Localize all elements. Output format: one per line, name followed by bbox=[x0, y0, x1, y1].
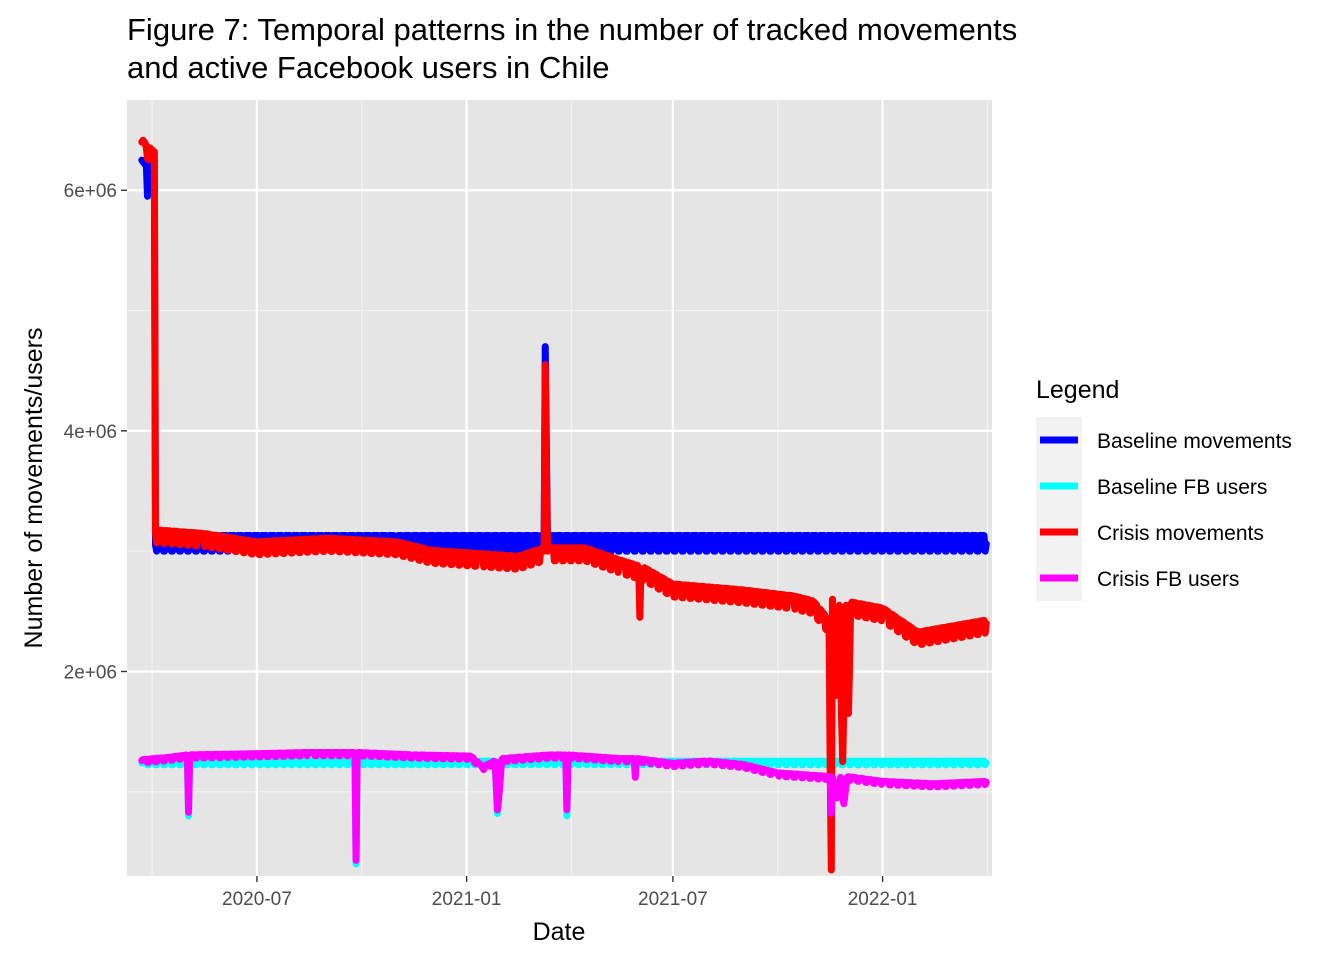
legend-label: Baseline movements bbox=[1097, 430, 1292, 453]
x-tick-label: 2021-01 bbox=[432, 889, 502, 910]
series-lines bbox=[138, 136, 990, 874]
plot-panel bbox=[127, 100, 992, 876]
y-axis-title: Number of movements/users bbox=[20, 328, 48, 649]
legend-title: Legend bbox=[1036, 376, 1119, 404]
legend-key-background bbox=[1036, 417, 1082, 601]
series-line-crisis-movements bbox=[138, 136, 990, 874]
legend-label: Crisis FB users bbox=[1097, 568, 1239, 591]
legend: Legend Baseline movements Baseline FB use… bbox=[1036, 376, 1292, 601]
x-axis-ticks: 2020-07 2021-01 2021-07 2022-01 bbox=[222, 876, 917, 910]
chart-title-line-2: and active Facebook users in Chile bbox=[127, 50, 609, 85]
y-axis-ticks: 2e+06 4e+06 6e+06 bbox=[64, 181, 127, 683]
x-tick-label: 2022-01 bbox=[848, 889, 918, 910]
series-line-crisis-fb-users bbox=[138, 748, 990, 864]
major-gridlines bbox=[127, 100, 992, 876]
x-tick-label: 2021-07 bbox=[638, 889, 708, 910]
legend-label: Crisis movements bbox=[1097, 522, 1264, 545]
x-tick-label: 2020-07 bbox=[222, 889, 292, 910]
y-tick-label: 2e+06 bbox=[64, 662, 117, 683]
chart-title-line-1: Figure 7: Temporal patterns in the numbe… bbox=[127, 12, 1017, 47]
y-tick-label: 4e+06 bbox=[64, 422, 117, 443]
x-axis-title: Date bbox=[533, 918, 586, 946]
y-tick-label: 6e+06 bbox=[64, 181, 117, 202]
legend-label: Baseline FB users bbox=[1097, 476, 1267, 499]
